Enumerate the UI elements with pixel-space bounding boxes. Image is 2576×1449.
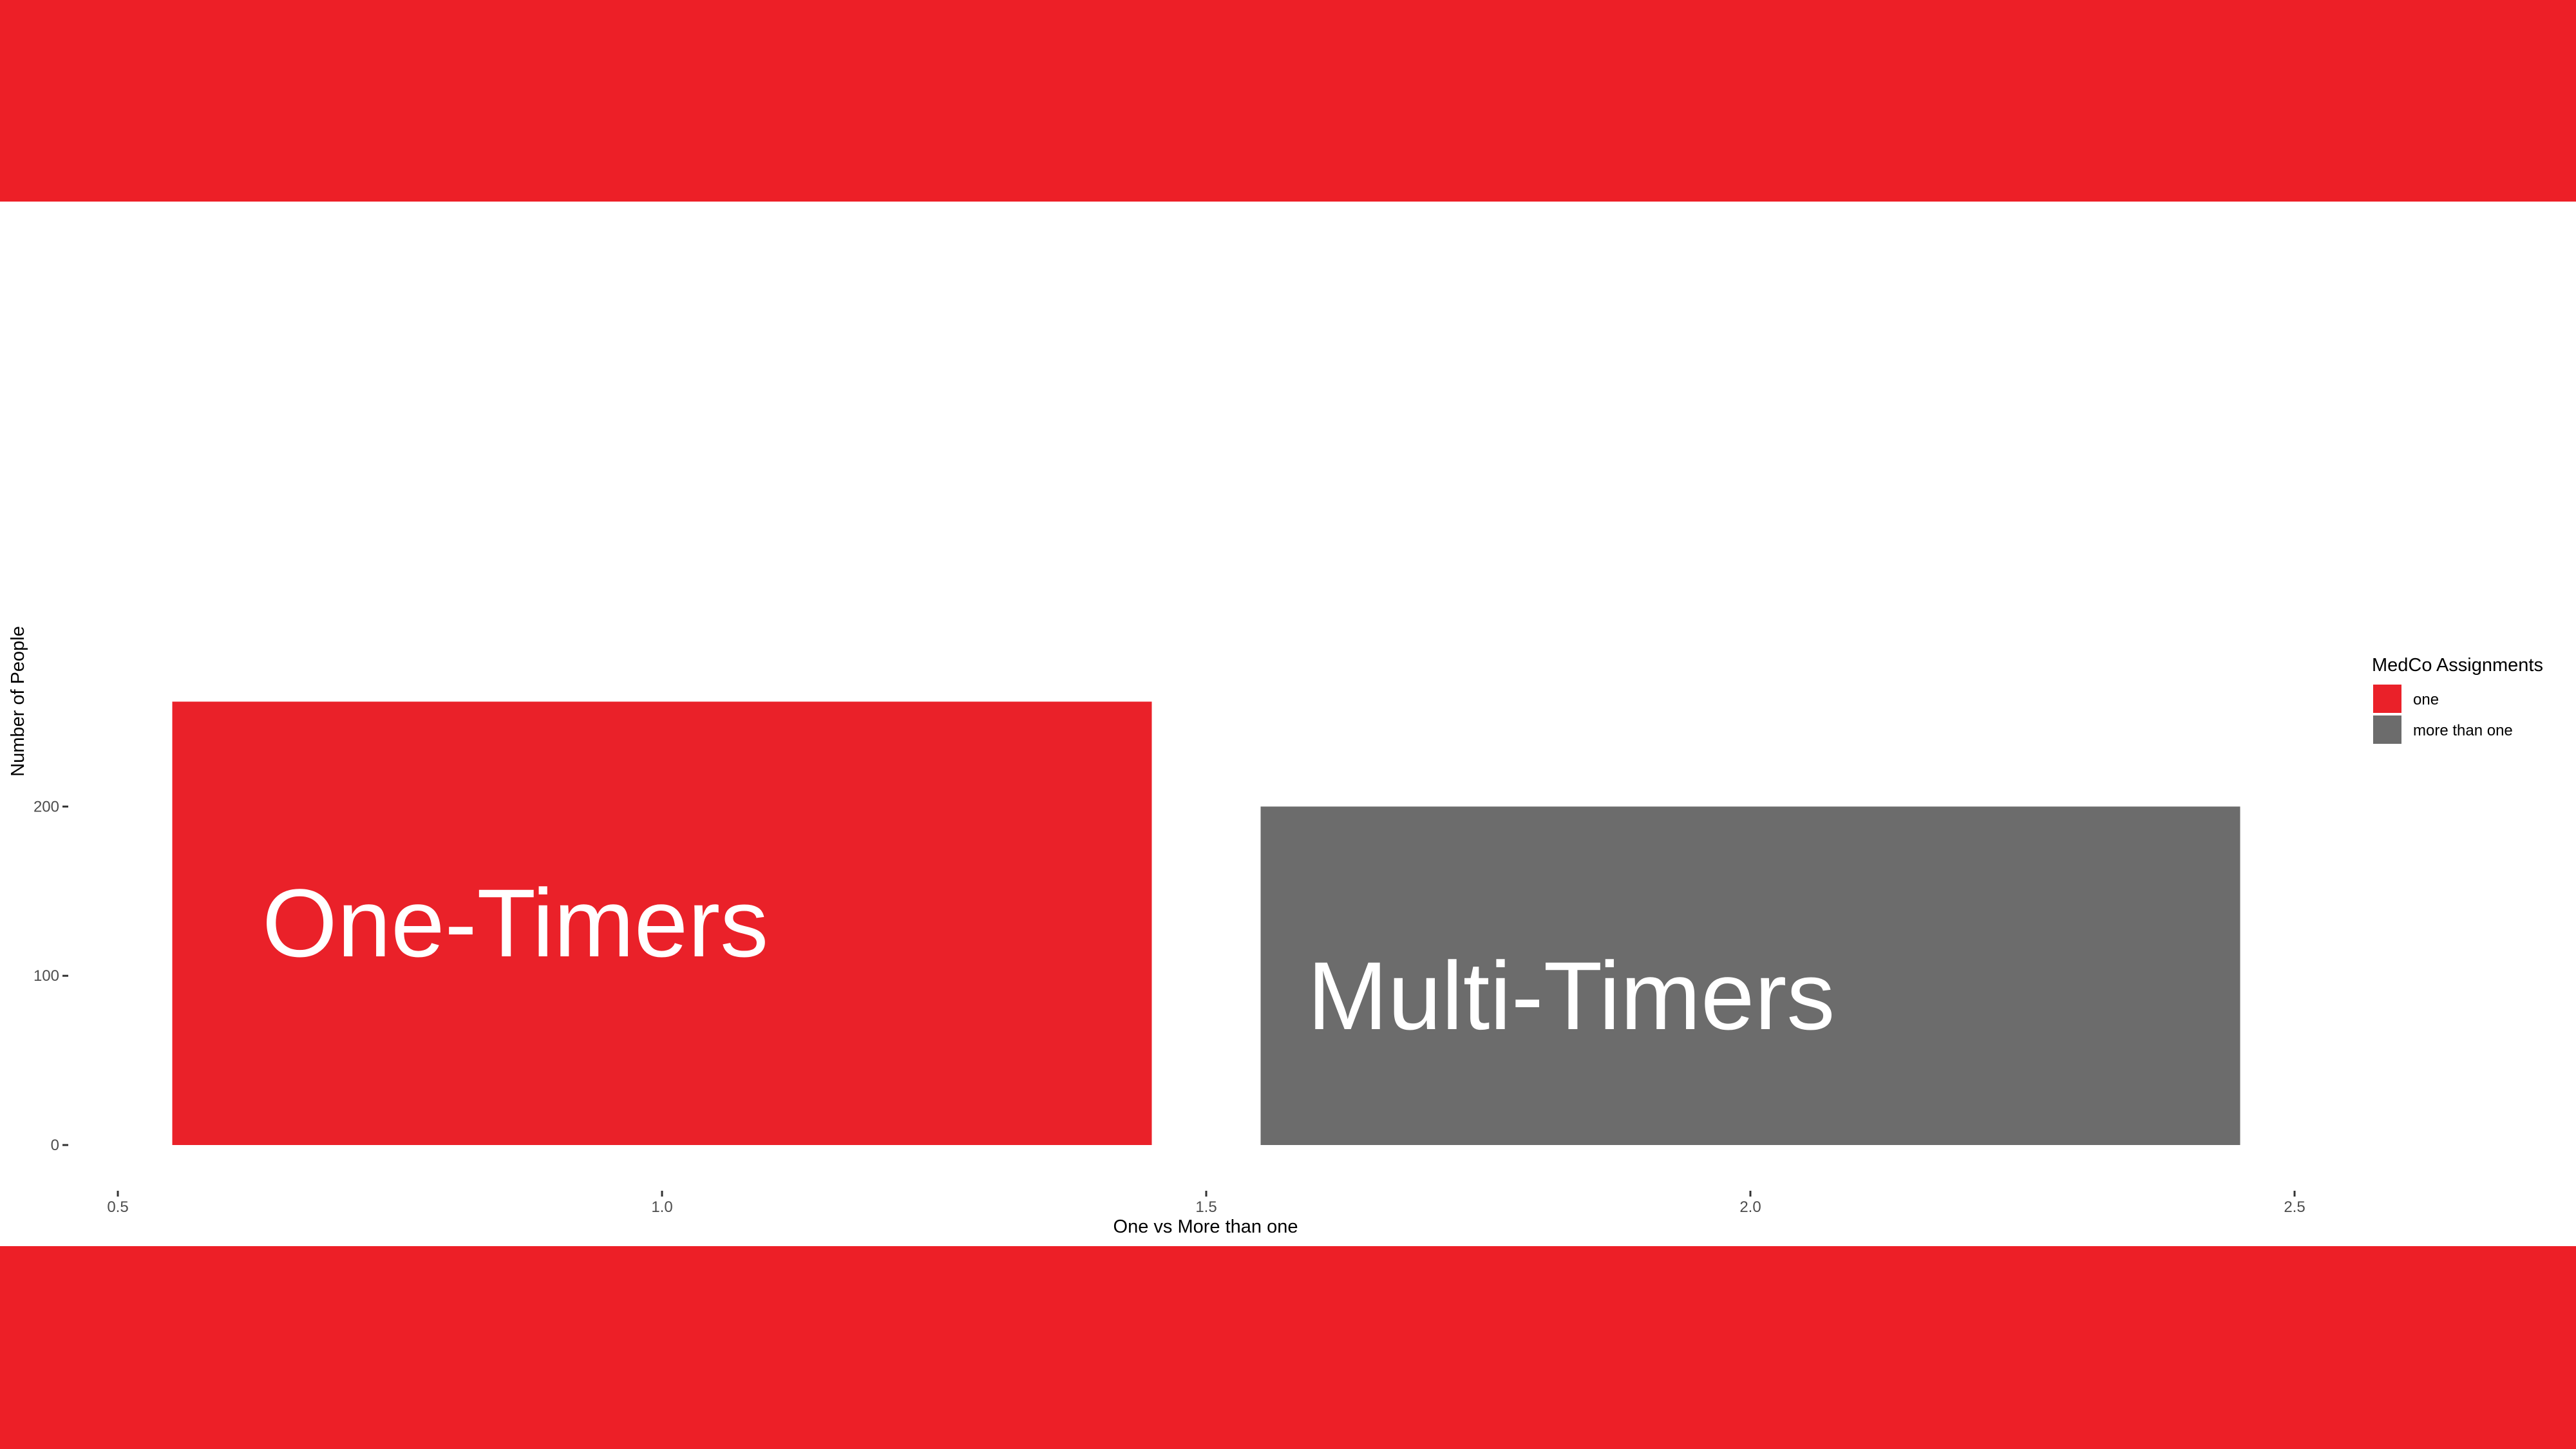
multi-bold-text: more than one xyxy=(1307,592,1973,700)
bar-one xyxy=(172,701,1152,1145)
y-tick-label: 100 xyxy=(33,967,59,985)
multi-timers-label: Multi-Timers xyxy=(1307,942,1835,1050)
legend-title: MedCo Assignments xyxy=(2372,655,2543,676)
down-arrow-icon xyxy=(919,395,1022,497)
y-axis: 0 100 200 xyxy=(33,798,68,1154)
one-timers-label: One-Timers xyxy=(262,869,768,977)
top-red-band xyxy=(0,0,2576,202)
annotation-one: 262 people did one MedCo One-Timers xyxy=(262,290,1022,977)
bars-layer xyxy=(172,701,2240,1145)
legend-label-one: one xyxy=(2413,691,2439,708)
x-tick-label: 2.5 xyxy=(2284,1198,2305,1216)
legend-swatch-one xyxy=(2373,685,2401,713)
x-tick-label: 1.5 xyxy=(1195,1198,1217,1216)
x-tick-label: 0.5 xyxy=(107,1198,128,1216)
legend-swatch-more-than-one xyxy=(2373,715,2401,744)
y-tick-label: 200 xyxy=(33,798,59,815)
y-axis-title: Number of People xyxy=(8,626,28,777)
x-tick-label: 1.0 xyxy=(651,1198,672,1216)
x-tick-label: 2.0 xyxy=(1739,1198,1761,1216)
one-count-text: 262 people did xyxy=(262,290,896,398)
legend: MedCo Assignments one more than one xyxy=(2372,655,2543,744)
one-medco-line: one MedCo xyxy=(262,406,772,514)
x-axis: 0.5 1.0 1.5 2.0 2.5 xyxy=(107,1191,2306,1216)
legend-label-more-than-one: more than one xyxy=(2413,722,2513,739)
multi-medco-text: MedCo xyxy=(1307,708,1619,816)
y-tick-label: 0 xyxy=(51,1137,59,1154)
x-axis-title: One vs More than one xyxy=(1113,1217,1298,1237)
one-medco-text: MedCo xyxy=(434,406,772,514)
up-arrow-icon xyxy=(2022,558,2125,661)
bar-more-than-one xyxy=(1260,806,2240,1145)
multi-count-text: 200 people did xyxy=(1307,476,1941,584)
annotation-more-than-one: 200 people did more than one MedCo Multi… xyxy=(1307,476,2125,1050)
bottom-red-band xyxy=(0,1246,2576,1449)
one-bold-text: one xyxy=(262,406,434,514)
bar-chart: 262 people did one MedCo One-Timers 200 … xyxy=(8,290,2543,1237)
